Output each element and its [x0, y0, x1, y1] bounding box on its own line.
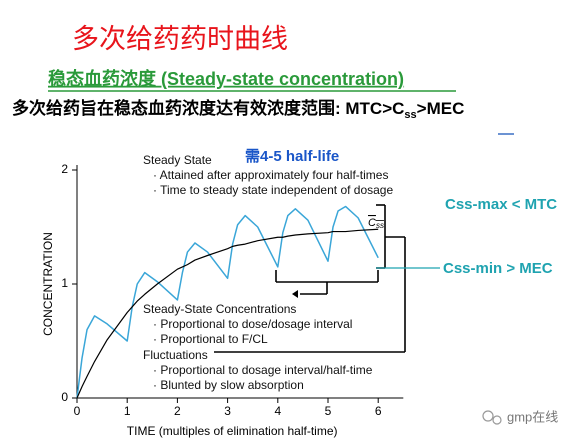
x-tick-label: 5: [325, 404, 332, 418]
annotation: · Proportional to dose/dosage interval: [153, 317, 352, 331]
data-line: [76, 228, 379, 399]
x-tick-label: 3: [224, 404, 231, 418]
annotation: · Proportional to dosage interval/half-t…: [153, 363, 373, 377]
x-tick-label: 2: [174, 404, 181, 418]
y-tick-label: 1: [61, 276, 68, 290]
y-tick-label: 0: [61, 390, 68, 404]
x-tick-label: 6: [375, 404, 382, 418]
side-label: Css-min > MEC: [443, 260, 553, 277]
annotation: Fluctuations: [143, 348, 208, 362]
side-label: Css-max < MTC: [445, 196, 557, 213]
data-line: [76, 205, 379, 399]
statement-sub: ss: [404, 109, 416, 121]
note: 需4-5 half-life: [245, 147, 339, 165]
annotation: · Blunted by slow absorption: [153, 378, 304, 392]
y-axis-label: CONCENTRATION: [41, 232, 55, 336]
watermark: gmp在线: [507, 409, 558, 424]
css-label: Css: [368, 217, 384, 230]
x-axis-label: TIME (multiples of elimination half-time…: [127, 424, 338, 438]
watermark-icon: [482, 410, 502, 425]
annotation: · Proportional to F/CL: [153, 332, 268, 346]
statement: 多次给药旨在稳态血药浓度达有效浓度范围: MTC>Css>MEC: [12, 98, 464, 120]
slide-title: 多次给药药时曲线: [72, 24, 288, 54]
y-tick-label: 2: [61, 162, 68, 176]
statement-main: 多次给药旨在稳态血药浓度达有效浓度范围: MTC>C: [12, 98, 404, 118]
annotation: · Attained after approximately four half…: [153, 168, 388, 182]
arrow-head: [292, 290, 298, 298]
css-sub: ss: [376, 221, 384, 230]
annotation: · Time to steady state independent of do…: [153, 183, 393, 197]
css-main: C: [368, 217, 376, 229]
x-tick-label: 1: [124, 404, 131, 418]
x-tick-label: 0: [74, 404, 81, 418]
annotation: Steady State: [143, 153, 212, 167]
chart: 0 1 2 0 1 2 3 4 5 6 TIME (multiples of elimination…: [41, 147, 406, 438]
annotation: Steady-State Concentrations: [143, 302, 296, 316]
statement-tail: >MEC: [417, 99, 465, 118]
subtitle: 稳态血药浓度 (Steady-state concentration): [48, 68, 404, 89]
x-tick-label: 4: [274, 404, 281, 418]
